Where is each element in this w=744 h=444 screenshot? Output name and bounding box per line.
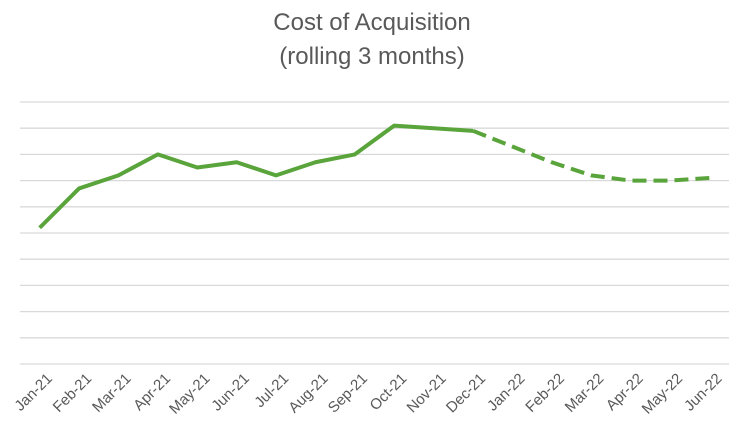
x-tick-label: Feb-21: [50, 370, 96, 416]
x-tick-label: Dec-21: [443, 370, 489, 416]
x-tick-label: Jun-22: [681, 370, 725, 414]
chart-subtitle: (rolling 3 months): [279, 43, 465, 70]
x-tick-label: Nov-21: [404, 370, 450, 416]
x-tick-label: Jan-22: [484, 370, 528, 414]
forecast-series-line: [472, 128, 710, 183]
series-lines: [38, 123, 710, 230]
x-tick-label: Sep-21: [325, 370, 371, 416]
actual-series-line: [38, 123, 474, 230]
x-tick-label: Aug-21: [285, 370, 331, 416]
x-tick-label: Jan-21: [11, 370, 55, 414]
x-tick-label: Mar-21: [89, 370, 135, 416]
x-tick-label: Jun-21: [208, 370, 252, 414]
x-tick-label: Mar-22: [562, 370, 608, 416]
chart-title-block: Cost of Acquisition (rolling 3 months): [0, 6, 744, 74]
x-axis-tick-labels: Jan-21Feb-21Mar-21Apr-21May-21Jun-21Jul-…: [11, 370, 725, 417]
chart-title: Cost of Acquisition: [273, 9, 471, 36]
x-tick-label: Feb-22: [522, 370, 568, 416]
x-tick-label: May-22: [639, 370, 686, 417]
gridlines: [20, 101, 729, 365]
x-tick-label: Oct-21: [367, 370, 411, 414]
x-tick-label: May-21: [166, 370, 213, 417]
